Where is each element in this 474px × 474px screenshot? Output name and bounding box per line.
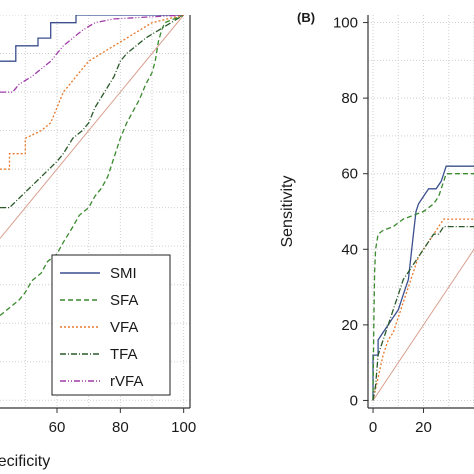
legend: SMI SFA VFA TFA rVFA [51,254,171,396]
y-tick-label: 100 [333,15,358,32]
reference-diagonal [0,15,185,239]
series-line-vfa [0,15,184,170]
legend-label-sfa: SFA [110,292,138,309]
y-tick-label: 80 [341,90,358,107]
x-tick-label: 80 [112,419,129,436]
series-line-sfa [0,15,184,317]
gridlines [368,15,474,408]
panel-label: (B) [297,10,315,25]
x-tick-label: 0 [369,419,377,436]
y-tick-label: 60 [341,166,358,183]
legend-label-tfa: TFA [110,346,138,363]
y-axis-title: Sensitivity [279,175,296,247]
legend-box [51,254,171,396]
legend-label-smi: SMI [110,265,137,282]
series-line-0 [372,165,474,401]
x-tick-label: 100 [171,419,196,436]
y-tick-label: 20 [341,317,358,334]
legend-label-vfa: VFA [110,319,138,336]
x-tick-label: 20 [415,419,432,436]
panel-a: 60 80 100 ecificity [0,15,196,470]
series-line-1 [372,173,474,401]
series-line-smi [0,15,184,62]
series-line-tfa [0,15,185,209]
x-tick-label: 60 [49,419,66,436]
x-axis-title: ecificity [0,453,50,470]
series-line-rvfa [0,15,184,93]
legend-label-rvfa: rVFA [110,373,143,390]
panel-b: 0 20 0 20 40 60 80 100 Sensitivity (B) [279,10,474,436]
y-tick-label: 0 [350,392,358,409]
y-tick-label: 40 [341,241,358,258]
series-line-3 [372,225,474,401]
reference-diagonal [372,248,474,401]
